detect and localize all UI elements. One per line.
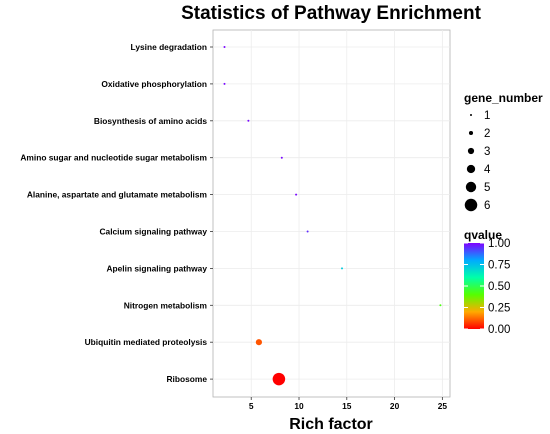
- size-legend-key: [465, 181, 477, 193]
- size-legend-key: [464, 198, 478, 212]
- y-tick-label: Ribosome: [167, 374, 208, 384]
- y-axis: Lysine degradation Oxidative phosphorylat…: [20, 42, 213, 384]
- y-tick-label: Apelin signaling pathway: [106, 263, 207, 273]
- y-tick-label: Ubiquitin mediated proteolysis: [85, 337, 208, 347]
- grid-lines: [213, 30, 450, 397]
- data-point: [223, 46, 226, 48]
- size-legend-label: 4: [484, 164, 491, 176]
- colorbar-tick-label: 0.25: [488, 303, 510, 315]
- size-legend: 1 2 3 4 5 6: [464, 110, 491, 212]
- chart-title: Statistics of Pathway Enrichment: [181, 3, 482, 24]
- data-points: [223, 46, 442, 386]
- y-tick-label: Alanine, aspartate and glutamate metabol…: [27, 190, 207, 200]
- x-tick-label: 25: [438, 401, 448, 411]
- y-tick-label: Nitrogen metabolism: [124, 300, 207, 310]
- data-point: [255, 339, 262, 346]
- colorbar-tick-label: 0.75: [488, 260, 510, 272]
- data-point: [295, 193, 298, 196]
- data-point: [280, 156, 283, 159]
- size-legend-key: [470, 114, 472, 116]
- y-tick-label: Oxidative phosphorylation: [101, 79, 207, 89]
- x-tick-label: 20: [390, 401, 400, 411]
- size-legend-key: [466, 164, 476, 174]
- data-point: [439, 304, 442, 307]
- colorbar-tick-label: 0.00: [488, 324, 510, 336]
- y-tick-label: Lysine degradation: [131, 42, 207, 52]
- qvalue-colorbar-ticks: 1.00 0.75 0.50 0.25 0.00: [464, 238, 510, 336]
- y-tick-label: Amino sugar and nucleotide sugar metabol…: [20, 153, 207, 163]
- data-point: [223, 82, 226, 85]
- x-tick-label: 5: [249, 401, 254, 411]
- y-tick-label: Calcium signaling pathway: [99, 227, 207, 237]
- size-legend-label: 3: [484, 146, 490, 158]
- x-axis: 5 10 15 20 25: [249, 397, 447, 411]
- x-tick-label: 15: [342, 401, 352, 411]
- size-legend-key: [467, 147, 475, 155]
- size-legend-key: [468, 130, 474, 136]
- color-legend-title: qvalue: [464, 228, 502, 242]
- size-legend-title: gene_number: [464, 91, 543, 105]
- data-point: [341, 267, 343, 270]
- size-legend-label: 5: [484, 182, 490, 194]
- x-axis-title: Rich factor: [289, 416, 373, 433]
- colorbar-tick-label: 1.00: [488, 238, 510, 250]
- data-point: [306, 230, 309, 233]
- size-legend-label: 6: [484, 200, 490, 212]
- colorbar-tick-label: 0.50: [488, 281, 510, 293]
- qvalue-colorbar: [464, 243, 484, 329]
- size-legend-label: 1: [484, 110, 490, 122]
- y-tick-label: Biosynthesis of amino acids: [94, 116, 207, 126]
- data-point: [247, 119, 250, 122]
- x-tick-label: 10: [294, 401, 304, 411]
- data-point: [272, 372, 286, 386]
- size-legend-label: 2: [484, 128, 490, 140]
- plot-panel: [212, 29, 451, 398]
